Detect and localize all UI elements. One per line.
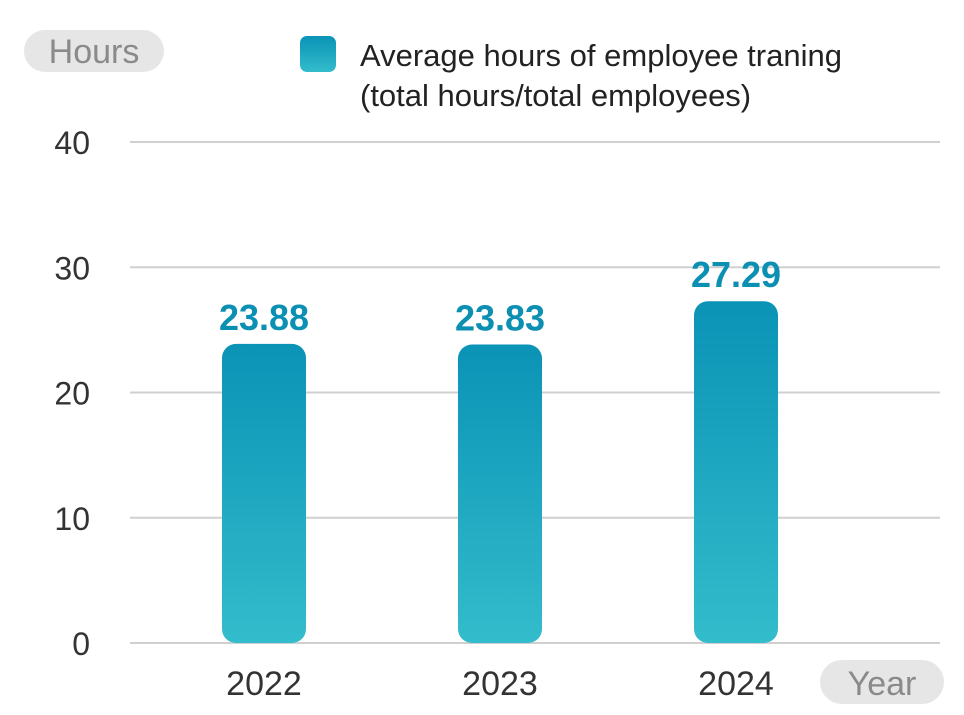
bars bbox=[222, 301, 778, 643]
x-tick-label-2023: 2023 bbox=[462, 665, 538, 703]
bar-2022 bbox=[222, 343, 306, 643]
legend-label-line2: (total hours/total employees) bbox=[360, 78, 751, 113]
y-tick-label: 40 bbox=[54, 125, 90, 161]
x-tick-labels: 2022 2023 2024 bbox=[226, 665, 774, 703]
y-tick-label: 10 bbox=[54, 501, 90, 537]
x-tick-label-2022: 2022 bbox=[226, 665, 302, 703]
legend: Average hours of employee traning (total… bbox=[300, 36, 842, 113]
legend-label-line1: Average hours of employee traning bbox=[360, 38, 842, 73]
value-label-2022: 23.88 bbox=[219, 297, 309, 338]
x-axis-tag-label: Year bbox=[848, 665, 917, 703]
value-label-2024: 27.29 bbox=[691, 254, 781, 295]
x-axis-tag-background bbox=[820, 660, 944, 704]
y-tick-labels: 0 10 20 30 40 bbox=[54, 125, 90, 662]
y-axis-tag-background bbox=[24, 30, 164, 72]
y-axis-tag-label: Hours bbox=[49, 33, 140, 71]
y-axis-tag: Hours bbox=[24, 30, 164, 72]
bar-2023 bbox=[458, 344, 542, 643]
y-tick-label: 20 bbox=[54, 376, 90, 412]
x-axis-tag: Year bbox=[820, 660, 944, 704]
value-labels: 23.88 23.83 27.29 bbox=[219, 254, 781, 338]
legend-swatch bbox=[300, 36, 336, 72]
y-tick-label: 0 bbox=[72, 626, 90, 662]
x-tick-label-2024: 2024 bbox=[698, 665, 774, 703]
bar-2024 bbox=[694, 301, 778, 643]
y-tick-label: 30 bbox=[54, 250, 90, 286]
value-label-2023: 23.83 bbox=[455, 298, 545, 339]
